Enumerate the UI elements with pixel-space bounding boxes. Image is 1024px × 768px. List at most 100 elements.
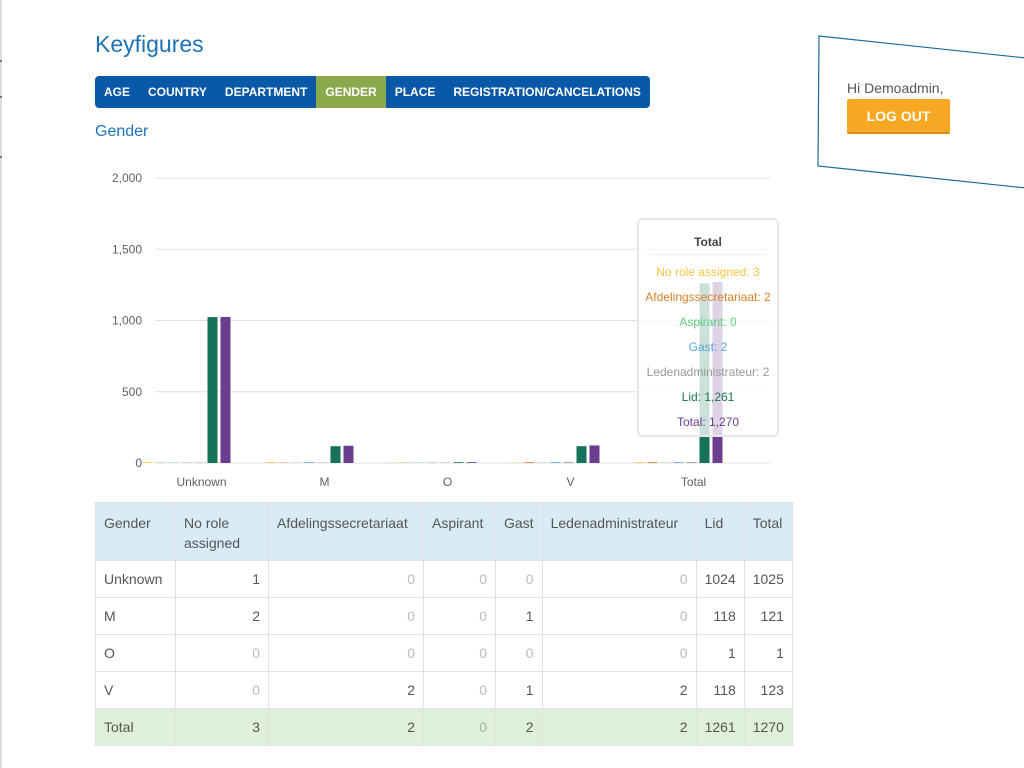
tooltip-title: Total <box>694 235 722 249</box>
y-tick-label: 2,000 <box>112 171 142 185</box>
tab-age[interactable]: AGE <box>104 85 131 99</box>
table-cell: 0 <box>541 597 697 635</box>
table-row: M 2 0 0 1 0 118 121 <box>95 597 793 635</box>
table-cell: 1025 <box>743 560 793 598</box>
bar-no-role-assigned-o[interactable] <box>388 462 399 463</box>
tooltip-row-afdelingssecretariaat: Afdelingssecretariaat: 2 <box>645 290 771 304</box>
bar-afdelingssecretariaat-m[interactable] <box>278 462 289 463</box>
bar-gast-v[interactable] <box>550 462 561 463</box>
x-tick-label: M <box>320 475 330 489</box>
table-row-label: V <box>95 671 176 709</box>
bar-total-m[interactable] <box>343 445 354 463</box>
bar-aspirant-unknown[interactable] <box>168 462 179 463</box>
chart-tooltip: Total No role assigned: 3 Afdelingssecre… <box>637 218 779 437</box>
bar-afdelingssecretariaat-o[interactable] <box>401 462 412 463</box>
bar-afdelingssecretariaat-total[interactable] <box>647 462 658 463</box>
table-cell: 1 <box>743 634 793 672</box>
table-row-label: M <box>95 597 176 635</box>
user-greeting: Hi Demoadmin, <box>847 80 944 96</box>
x-tick-label: Unknown <box>176 475 226 489</box>
bar-no-role-assigned-m[interactable] <box>265 462 276 463</box>
bar-total-unknown[interactable] <box>220 316 231 463</box>
table-cell: 1 <box>495 597 543 635</box>
x-tick-label: V <box>566 475 574 489</box>
x-tick-label: O <box>443 475 452 489</box>
column-header-gender: Gender <box>95 502 176 561</box>
bar-gast-unknown[interactable] <box>181 462 192 463</box>
table-cell: 1 <box>495 671 543 709</box>
bar-lid-m[interactable] <box>330 446 341 463</box>
tooltip-divider <box>649 254 767 255</box>
table-cell: 1270 <box>743 708 793 746</box>
table-header-row: Gender No role assigned Afdelingssecreta… <box>95 502 793 561</box>
table-cell: 0 <box>495 634 543 672</box>
edge-mark <box>0 60 2 62</box>
bar-aspirant-total[interactable] <box>660 462 671 463</box>
table-cell: 2 <box>175 597 269 635</box>
table-cell: 0 <box>268 560 424 598</box>
bar-aspirant-m[interactable] <box>291 462 302 463</box>
tooltip-row-gast: Gast: 2 <box>688 340 728 354</box>
tab-place[interactable]: PLACE <box>394 85 436 99</box>
table-cell: 1261 <box>695 708 745 746</box>
bar-gast-total[interactable] <box>673 462 684 463</box>
table-cell: 0 <box>268 597 424 635</box>
column-header-lid: Lid <box>695 502 745 561</box>
bar-ledenadministrateur-m[interactable] <box>317 462 328 463</box>
table-cell: 123 <box>743 671 793 709</box>
bar-no-role-assigned-v[interactable] <box>511 462 522 463</box>
bar-total-o[interactable] <box>466 462 477 463</box>
keyfigure-tabs: AGE COUNTRY DEPARTMENT GENDER PLACE REGI… <box>95 76 650 108</box>
bar-afdelingssecretariaat-v[interactable] <box>524 462 535 463</box>
table-cell: 0 <box>268 634 424 672</box>
column-header-ledenadministrateur: Ledenadministrateur <box>541 502 697 561</box>
table-cell: 2 <box>541 708 697 746</box>
bar-ledenadministrateur-total[interactable] <box>686 462 697 463</box>
table-cell: 0 <box>423 708 496 746</box>
table-cell: 0 <box>175 634 269 672</box>
table-cell: 0 <box>423 560 496 598</box>
y-tick-label: 500 <box>122 385 142 399</box>
table-cell: 3 <box>175 708 269 746</box>
bar-aspirant-v[interactable] <box>537 462 548 463</box>
column-header-afdelingssecretariaat: Afdelingssecretariaat <box>268 502 424 561</box>
bar-ledenadministrateur-o[interactable] <box>440 462 451 463</box>
tab-gender[interactable]: GENDER <box>316 76 386 108</box>
table-cell: 118 <box>695 597 745 635</box>
bar-lid-unknown[interactable] <box>207 317 218 463</box>
table-cell: 0 <box>541 560 697 598</box>
bar-ledenadministrateur-v[interactable] <box>563 462 574 463</box>
table-row-label: O <box>95 634 176 672</box>
table-row-label: Total <box>95 708 176 746</box>
column-header-aspirant: Aspirant <box>423 502 496 561</box>
bar-lid-v[interactable] <box>576 446 587 463</box>
tab-department[interactable]: DEPARTMENT <box>224 85 308 99</box>
tab-registration-cancelations[interactable]: REGISTRATION/CANCELATIONS <box>453 85 641 99</box>
bar-ledenadministrateur-unknown[interactable] <box>194 462 205 463</box>
page-title: Keyfigures <box>95 31 204 57</box>
table-cell: 0 <box>423 634 496 672</box>
table-cell: 2 <box>268 708 424 746</box>
y-tick-label: 1,000 <box>112 314 142 328</box>
bar-gast-o[interactable] <box>427 462 438 463</box>
y-tick-label: 0 <box>135 456 142 470</box>
table-cell: 1 <box>695 634 745 672</box>
bar-gast-m[interactable] <box>304 462 315 463</box>
bar-aspirant-o[interactable] <box>414 462 425 463</box>
bar-afdelingssecretariaat-unknown[interactable] <box>155 462 166 463</box>
bar-lid-o[interactable] <box>453 462 464 463</box>
x-tick-label: Total <box>681 475 706 489</box>
edge-mark <box>0 156 2 158</box>
tab-country[interactable]: COUNTRY <box>148 85 207 99</box>
table-row: Unknown 1 0 0 0 0 1024 1025 <box>95 560 793 598</box>
edge-mark <box>0 96 2 98</box>
table-total-row: Total 3 2 0 2 2 1261 1270 <box>95 708 793 746</box>
bar-no-role-assigned-total[interactable] <box>634 462 645 463</box>
column-header-gast: Gast <box>495 502 543 561</box>
logout-button[interactable]: LOG OUT <box>847 99 950 134</box>
table-cell: 121 <box>743 597 793 635</box>
tooltip-row-aspirant: Aspirant: 0 <box>679 315 737 329</box>
bar-total-v[interactable] <box>589 445 600 463</box>
bar-no-role-assigned-unknown[interactable] <box>142 462 153 463</box>
